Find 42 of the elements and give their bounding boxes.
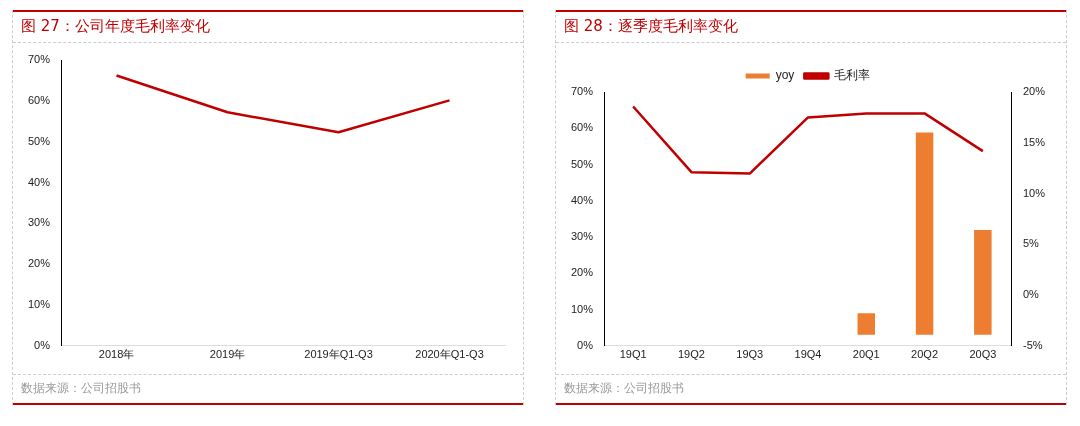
chart-title: 图 27：公司年度毛利率变化 [13, 10, 523, 43]
y-tick-label: 10% [27, 298, 51, 310]
bar [974, 230, 992, 335]
bar [857, 313, 876, 335]
x-tick-label: 20Q2 [911, 348, 939, 361]
source-note: 数据来源：公司招股书 [13, 374, 523, 405]
y-tick-label: 10% [570, 302, 594, 315]
chart-title: 图 28：逐季度毛利率变化 [556, 10, 1066, 43]
bar [915, 132, 934, 335]
y-tick-label: 70% [27, 53, 51, 66]
legend-label: 毛利率 [834, 68, 871, 83]
x-tick-label: 19Q2 [677, 348, 705, 361]
y-tick-label: 40% [27, 175, 51, 188]
y2-tick-label: 10% [1022, 186, 1046, 199]
x-tick-label: 19Q3 [736, 348, 764, 361]
y-tick-label: 50% [570, 157, 594, 170]
x-tick-label: 19Q4 [794, 348, 822, 361]
y2-tick-label: 5% [1022, 237, 1040, 250]
x-tick-label: 20Q1 [852, 348, 880, 361]
x-tick-label: 19Q1 [619, 348, 647, 361]
y-tick-label: 30% [570, 230, 594, 243]
x-tick-label: 2020年Q1-Q3 [415, 348, 484, 361]
y2-tick-label: 0% [1022, 288, 1040, 301]
y2-tick-label: 20% [1022, 85, 1046, 98]
y-tick-label: 0% [577, 338, 594, 351]
legend-label: yoy [775, 68, 795, 83]
x-tick-label: 2019年Q1-Q3 [304, 348, 373, 361]
x-tick-label: 2018年 [98, 348, 135, 361]
y-tick-label: 60% [27, 93, 51, 106]
x-tick-label: 2019年 [209, 348, 246, 361]
y-tick-label: 30% [27, 216, 51, 229]
y-tick-label: 50% [27, 134, 51, 147]
y-tick-label: 40% [570, 193, 594, 206]
y-tick-label: 20% [27, 257, 51, 270]
y-tick-label: 0% [34, 338, 51, 351]
y2-tick-label: -5% [1022, 338, 1043, 351]
source-note: 数据来源：公司招股书 [556, 374, 1066, 405]
y2-tick-label: 15% [1022, 135, 1046, 148]
y-tick-label: 60% [570, 121, 594, 134]
y-tick-label: 70% [570, 85, 594, 98]
y-tick-label: 20% [570, 266, 594, 279]
x-tick-label: 20Q3 [969, 348, 997, 361]
